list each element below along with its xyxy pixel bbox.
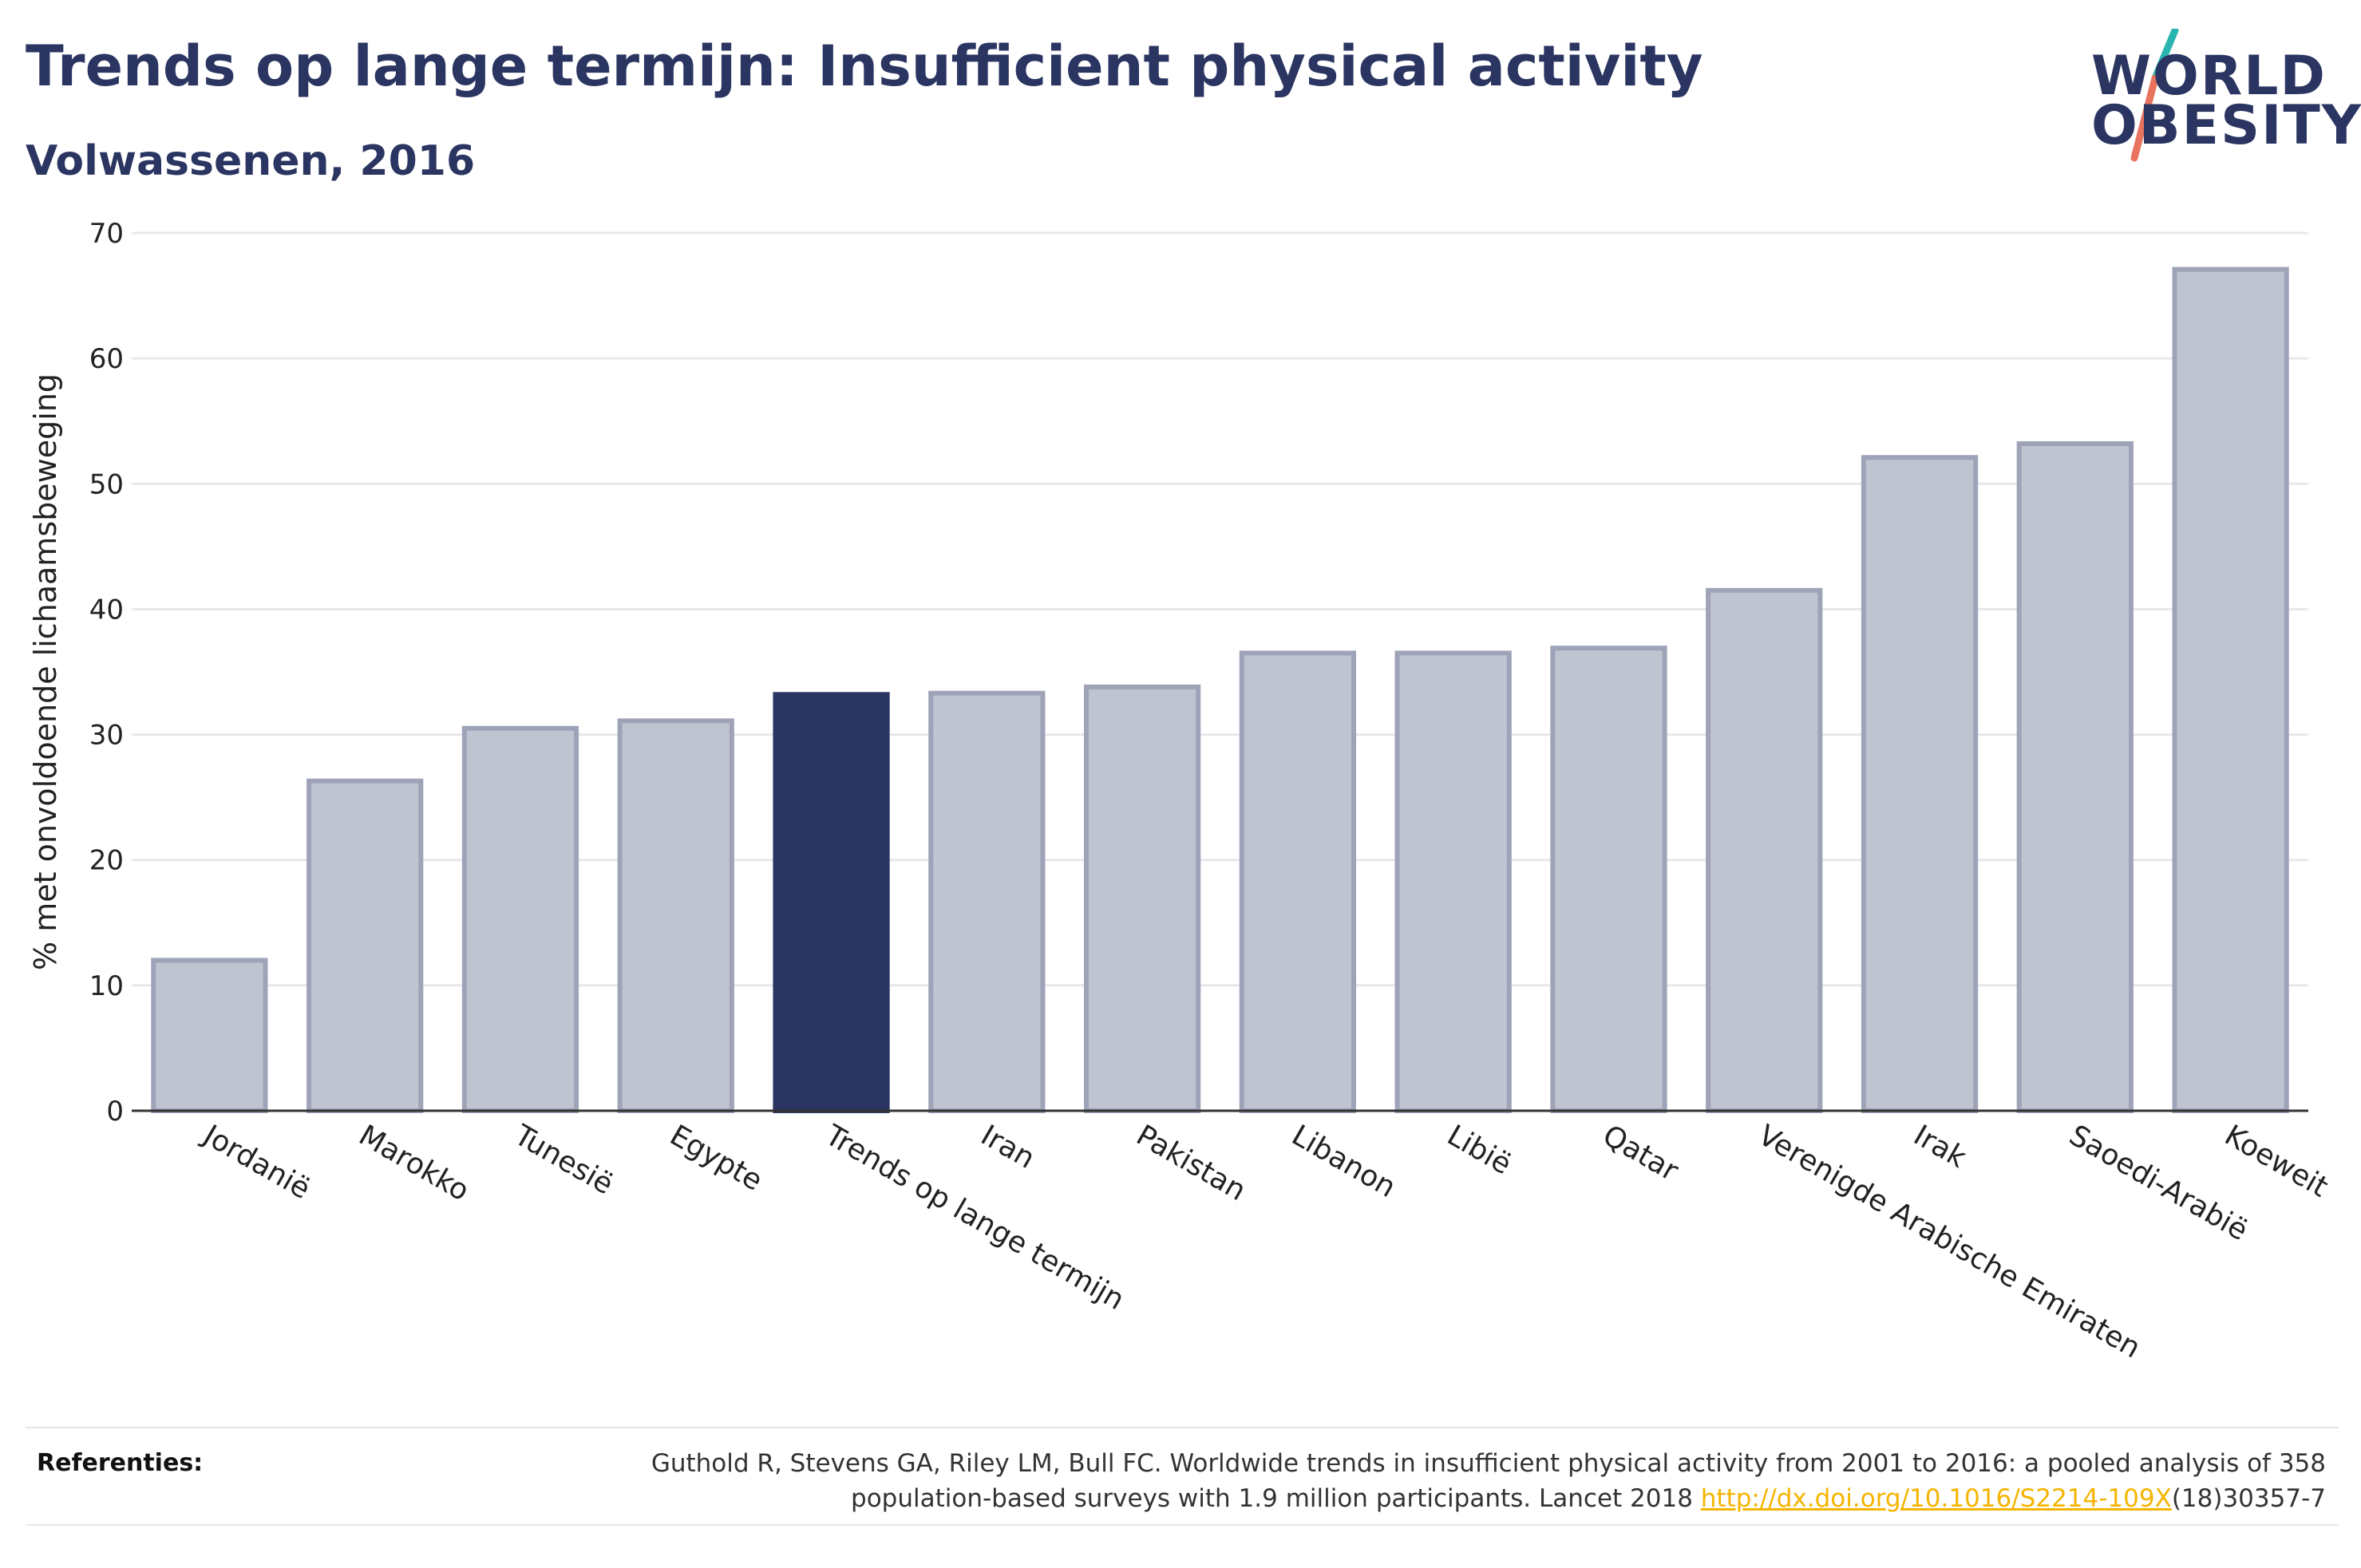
bar-egypte	[617, 718, 734, 1113]
bar-jordani-	[151, 958, 268, 1114]
references-label: Referenties:	[37, 1449, 204, 1477]
reference-divider-bottom	[26, 1524, 2339, 1526]
x-tick-label: Egypte	[664, 1119, 768, 1198]
bar-verenigde-arabische-emiraten	[1706, 587, 1823, 1113]
x-tick-label: Iran	[975, 1119, 1040, 1175]
y-tick-label: 60	[89, 343, 124, 375]
y-tick-label: 0	[106, 1096, 124, 1128]
x-tick-label: Trends op lange termijn	[819, 1119, 1129, 1317]
x-tick-label: Jordanië	[196, 1118, 315, 1206]
bar-tunesi-	[461, 725, 579, 1113]
bar-qatar	[1550, 646, 1667, 1113]
x-tick-label: Irak	[1908, 1119, 1972, 1175]
x-tick-label: Marokko	[354, 1119, 475, 1207]
x-tick-label: Pakistan	[1131, 1119, 1252, 1207]
reference-line-1: Guthold R, Stevens GA, Riley LM, Bull FC…	[651, 1449, 2326, 1478]
logo-word-obesity: OBESITY	[2091, 94, 2361, 157]
x-tick-label: Koeweit	[2219, 1119, 2333, 1203]
y-tick-label: 30	[89, 720, 124, 752]
bar-irak	[1861, 455, 1979, 1113]
reference-doi-link[interactable]: http://dx.doi.org/10.1016/S2214-109X	[1700, 1484, 2172, 1513]
bar-pakistan	[1083, 684, 1201, 1113]
y-tick-label: 50	[89, 468, 124, 500]
bar-libi-	[1394, 650, 1512, 1113]
x-tick-label: Tunesië	[508, 1119, 619, 1202]
logo-slash-icon	[2130, 29, 2179, 162]
reference-line-2-suffix: (18)30357-7	[2171, 1484, 2326, 1513]
bar-chart: 0 10 20 30 40 50 60 70 % met onvoldoende lichaam…	[28, 218, 2333, 1365]
x-tick-label: Libanon	[1286, 1119, 1401, 1204]
reference-line-2-prefix: population-based surveys with 1.9 millio…	[851, 1484, 1701, 1513]
y-tick-label: 70	[89, 218, 124, 250]
bar-saoedi-arabi-	[2016, 441, 2134, 1113]
bar-koeweit	[2172, 267, 2289, 1114]
bar-trends-op-lange-termijn	[773, 692, 890, 1113]
x-tick-label: Libië	[1442, 1119, 1517, 1181]
chart-title: Trends op lange termijn: Insufficient ph…	[26, 34, 1703, 99]
logo-word-world: WORLD	[2091, 45, 2327, 108]
y-tick-label: 10	[89, 970, 124, 1002]
y-tick-label: 20	[89, 845, 124, 877]
y-tick-label: 40	[89, 594, 124, 626]
references-text: Guthold R, Stevens GA, Riley LM, Bull FC…	[570, 1446, 2326, 1516]
bar-libanon	[1239, 650, 1357, 1113]
bar-marokko	[306, 778, 424, 1113]
x-tick-label: Qatar	[1597, 1119, 1683, 1187]
bar-iran	[928, 690, 1046, 1113]
chart-subtitle: Volwassenen, 2016	[26, 137, 476, 185]
reference-divider-top	[26, 1427, 2339, 1428]
reference-line-2: population-based surveys with 1.9 millio…	[570, 1481, 2326, 1516]
world-obesity-logo: WORLD OBESITY	[2075, 29, 2361, 172]
y-axis-label: % met onvoldoende lichaamsbeweging	[28, 373, 63, 970]
